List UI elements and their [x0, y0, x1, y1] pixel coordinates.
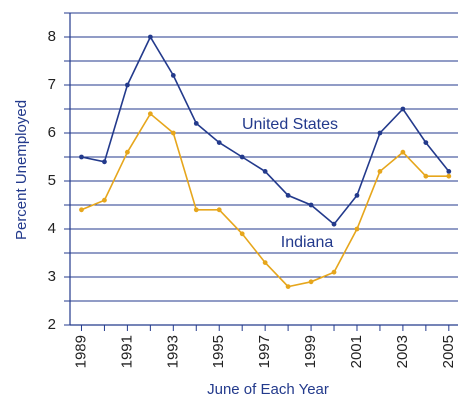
y-tick-label: 6 [48, 124, 56, 141]
x-tick-label: 2005 [440, 335, 457, 368]
series-label: United States [242, 116, 338, 133]
x-tick-label: 1999 [302, 335, 319, 368]
y-axis-label: Percent Unemployed [13, 100, 30, 240]
point [354, 193, 360, 198]
point [308, 202, 314, 208]
x-tick-label: 1989 [72, 335, 89, 368]
point [147, 111, 153, 117]
x-tick-label: 1991 [118, 335, 135, 368]
point [354, 226, 360, 232]
y-tick-label: 2 [48, 316, 56, 333]
y-tick-label: 8 [48, 28, 56, 45]
x-axis-label: June of Each Year [207, 381, 329, 398]
point [400, 106, 406, 112]
y-tick-label: 7 [48, 76, 56, 93]
point [79, 207, 84, 213]
point [377, 130, 383, 136]
point [193, 121, 199, 126]
point [216, 207, 222, 213]
point [446, 169, 452, 174]
point [124, 149, 130, 155]
point [124, 82, 130, 88]
point [216, 140, 222, 146]
y-tick-label: 4 [48, 220, 56, 237]
point [331, 221, 337, 227]
x-tick-label: 1993 [164, 335, 181, 368]
point [423, 140, 429, 146]
point [239, 154, 245, 160]
point [377, 169, 383, 174]
point [285, 284, 291, 289]
point [170, 130, 176, 136]
point [102, 159, 107, 165]
point [79, 154, 84, 160]
x-tick-label: 1997 [256, 335, 273, 368]
point [262, 169, 268, 174]
series-label: Indiana [281, 234, 334, 251]
point [423, 173, 429, 179]
point [170, 73, 176, 78]
point [331, 269, 337, 275]
point [239, 231, 245, 237]
x-tick-label: 1995 [210, 335, 227, 368]
y-tick-label: 5 [48, 172, 56, 189]
point [262, 260, 268, 265]
point [400, 149, 406, 155]
point [446, 173, 452, 179]
x-tick-label: 2003 [394, 335, 411, 368]
point [193, 207, 199, 213]
point [308, 279, 314, 285]
y-tick-label: 3 [48, 268, 56, 285]
point [285, 193, 291, 198]
x-tick-label: 2001 [348, 335, 365, 368]
point [147, 34, 153, 40]
point [102, 197, 107, 203]
